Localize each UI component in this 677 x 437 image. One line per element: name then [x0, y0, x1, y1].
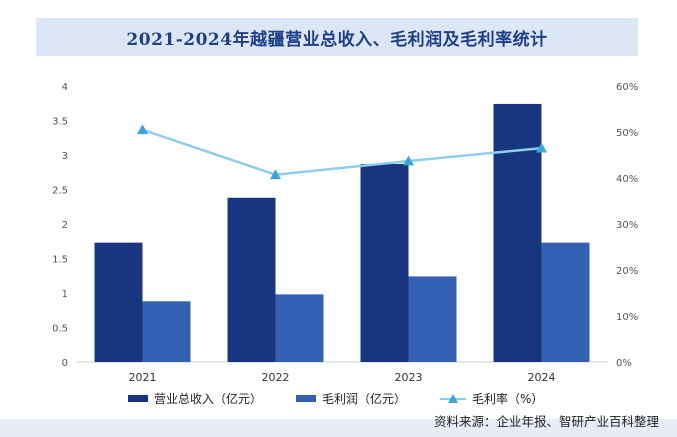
left-axis-tick-label: 2.5	[52, 186, 68, 197]
gross-profit-bar	[541, 242, 590, 362]
legend-item-profit: 毛利润（亿元）	[296, 390, 406, 407]
right-axis-tick-label: 0%	[616, 358, 632, 369]
footer-bar	[0, 419, 677, 437]
revenue-bar	[360, 163, 409, 362]
gross-margin-point	[270, 169, 281, 180]
left-axis-tick-label: 0	[62, 358, 68, 369]
right-axis-tick-label: 20%	[616, 266, 638, 277]
chart-title: 2021-2024年越疆营业总收入、毛利润及毛利率统计	[126, 29, 548, 50]
x-axis-category-label: 2021	[129, 371, 157, 384]
left-axis-tick-label: 1	[62, 289, 68, 300]
revenue-swatch	[128, 395, 148, 402]
legend-item-revenue: 营业总收入（亿元）	[128, 390, 262, 407]
gross-profit-bar	[408, 276, 457, 362]
gross-profit-bar	[142, 301, 191, 362]
margin-swatch-icon	[440, 393, 467, 404]
right-axis-tick-label: 60%	[616, 82, 638, 93]
legend: 营业总收入（亿元） 毛利润（亿元） 毛利率（%）	[128, 390, 543, 407]
legend-label-revenue: 营业总收入（亿元）	[154, 392, 263, 406]
revenue-bar	[493, 103, 542, 362]
left-axis-tick-label: 4	[62, 82, 68, 93]
revenue-bar	[94, 242, 143, 362]
profit-swatch	[296, 395, 317, 402]
gross-margin-point	[536, 142, 547, 153]
x-axis-category-label: 2023	[395, 371, 423, 384]
left-axis-tick-label: 0.5	[52, 324, 68, 335]
chart-area: 00.511.522.533.540%10%20%30%40%50%60%202…	[52, 82, 638, 384]
revenue-bar	[227, 197, 276, 362]
legend-label-profit: 毛利润（亿元）	[322, 392, 407, 406]
gross-margin-point	[403, 155, 414, 166]
left-axis-tick-label: 3	[62, 151, 68, 162]
legend-label-margin: 毛利率（%）	[472, 392, 544, 406]
left-axis-tick-label: 1.5	[52, 255, 68, 266]
title-bar: 2021-2024年越疆营业总收入、毛利润及毛利率统计	[36, 18, 638, 56]
right-axis-tick-label: 30%	[616, 220, 638, 231]
right-axis-tick-label: 40%	[616, 174, 638, 185]
gross-margin-line	[142, 128, 542, 177]
right-axis-tick-label: 50%	[616, 128, 638, 139]
source-note: 资料来源：企业年报、智研产业百科整理	[433, 414, 659, 429]
legend-item-margin: 毛利率（%）	[440, 390, 543, 407]
right-axis-tick-label: 10%	[616, 312, 638, 323]
gross-margin-point	[137, 124, 148, 135]
left-axis-tick-label: 2	[62, 220, 68, 231]
left-axis-tick-label: 3.5	[52, 117, 68, 128]
gross-profit-bar	[275, 294, 324, 362]
x-axis-category-label: 2024	[528, 371, 556, 384]
x-axis-category-label: 2022	[262, 371, 290, 384]
